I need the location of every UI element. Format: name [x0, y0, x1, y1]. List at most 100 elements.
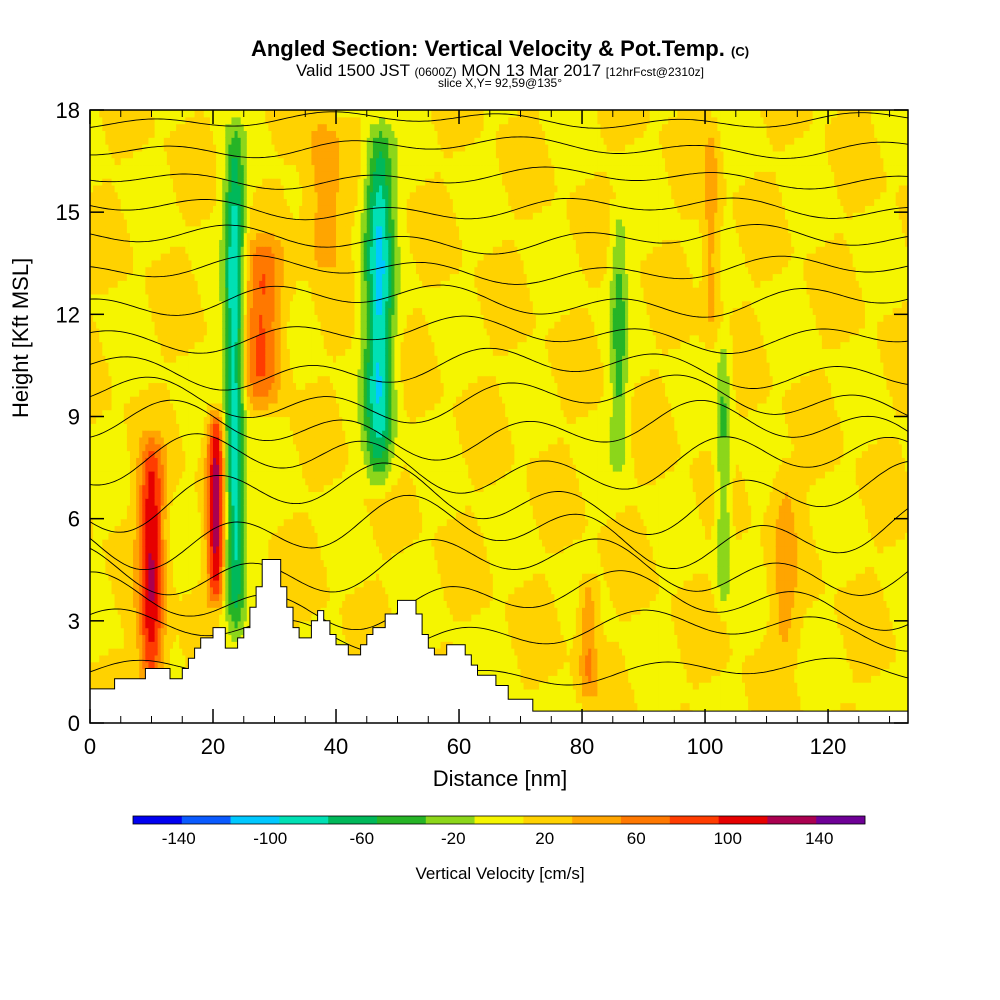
field-cell — [102, 348, 106, 356]
field-cell — [213, 253, 217, 261]
field-cell — [225, 443, 229, 452]
field-cell — [231, 362, 236, 370]
field-cell — [139, 573, 143, 581]
field-cell — [154, 334, 159, 343]
field-cell — [142, 409, 146, 418]
field-cell — [219, 348, 223, 356]
field-cell — [163, 116, 168, 125]
field-cell — [148, 450, 153, 458]
field-cell — [108, 123, 113, 132]
field-cell — [200, 300, 205, 309]
field-cell — [129, 382, 134, 390]
field-cell — [126, 668, 131, 676]
field-cell — [200, 280, 205, 288]
field-cell — [200, 614, 205, 622]
field-cell — [185, 130, 190, 138]
field-cell — [142, 573, 146, 581]
field-cell — [96, 559, 100, 567]
field-cell — [225, 539, 229, 547]
field-cell — [126, 198, 131, 206]
field-cell — [93, 314, 97, 322]
field-cell — [99, 634, 103, 642]
field-cell — [216, 545, 220, 554]
field-cell — [114, 525, 119, 533]
field-cell — [166, 205, 171, 213]
field-cell — [145, 341, 150, 349]
field-cell — [148, 464, 153, 472]
field-cell — [157, 293, 162, 302]
field-cell — [126, 280, 131, 288]
field-cell — [111, 675, 116, 683]
field-cell — [234, 144, 239, 152]
field-cell — [96, 321, 100, 329]
field-cell — [151, 280, 156, 288]
field-cell — [197, 436, 202, 445]
field-cell — [194, 246, 199, 254]
field-cell — [200, 157, 205, 166]
field-cell — [209, 586, 214, 595]
field-cell — [209, 525, 214, 533]
field-cell — [90, 314, 94, 322]
field-cell — [222, 116, 226, 125]
field-cell — [93, 218, 97, 227]
field-cell — [93, 675, 97, 683]
field-cell — [111, 300, 116, 309]
field-cell — [191, 484, 196, 493]
field-cell — [154, 545, 159, 554]
field-cell — [185, 273, 190, 281]
field-cell — [120, 130, 125, 138]
field-cell — [133, 648, 137, 656]
field-cell — [185, 212, 190, 220]
field-cell — [123, 518, 128, 527]
field-cell — [169, 164, 174, 172]
field-cell — [114, 464, 119, 472]
field-cell — [222, 212, 226, 220]
field-cell — [157, 205, 162, 213]
field-cell — [148, 491, 153, 499]
field-cell — [160, 573, 165, 581]
field-cell — [209, 389, 214, 397]
field-cell — [126, 307, 131, 315]
field-cell — [133, 450, 137, 458]
field-cell — [139, 144, 143, 152]
field-cell — [114, 314, 119, 322]
field-cell — [173, 450, 177, 458]
field-cell — [157, 539, 162, 547]
field-cell — [151, 321, 156, 329]
field-cell — [197, 355, 202, 363]
field-cell — [234, 614, 239, 622]
field-cell — [228, 477, 233, 486]
field-cell — [163, 232, 168, 241]
field-cell — [90, 266, 94, 275]
field-cell — [225, 532, 229, 540]
field-cell — [234, 110, 239, 118]
field-cell — [108, 253, 113, 261]
field-cell — [148, 552, 153, 561]
field-cell — [133, 491, 137, 499]
field-cell — [111, 164, 116, 172]
field-cell — [120, 518, 125, 527]
field-cell — [136, 477, 140, 486]
field-cell — [194, 184, 199, 193]
field-cell — [157, 470, 162, 479]
field-cell — [102, 627, 106, 636]
field-cell — [225, 600, 229, 608]
field-cell — [105, 300, 110, 309]
field-cell — [126, 123, 131, 132]
field-cell — [151, 327, 156, 336]
field-cell — [93, 293, 97, 302]
field-cell — [108, 300, 113, 309]
field-cell — [222, 273, 226, 281]
field-cell — [120, 191, 125, 200]
field-cell — [114, 641, 119, 649]
field-cell — [197, 491, 202, 499]
field-cell — [182, 579, 186, 588]
field-cell — [108, 218, 113, 227]
field-cell — [231, 505, 236, 513]
field-cell — [203, 416, 208, 424]
field-cell — [160, 307, 165, 315]
field-cell — [139, 511, 143, 520]
field-cell — [234, 137, 239, 145]
field-cell — [96, 402, 100, 411]
field-cell — [114, 396, 119, 404]
